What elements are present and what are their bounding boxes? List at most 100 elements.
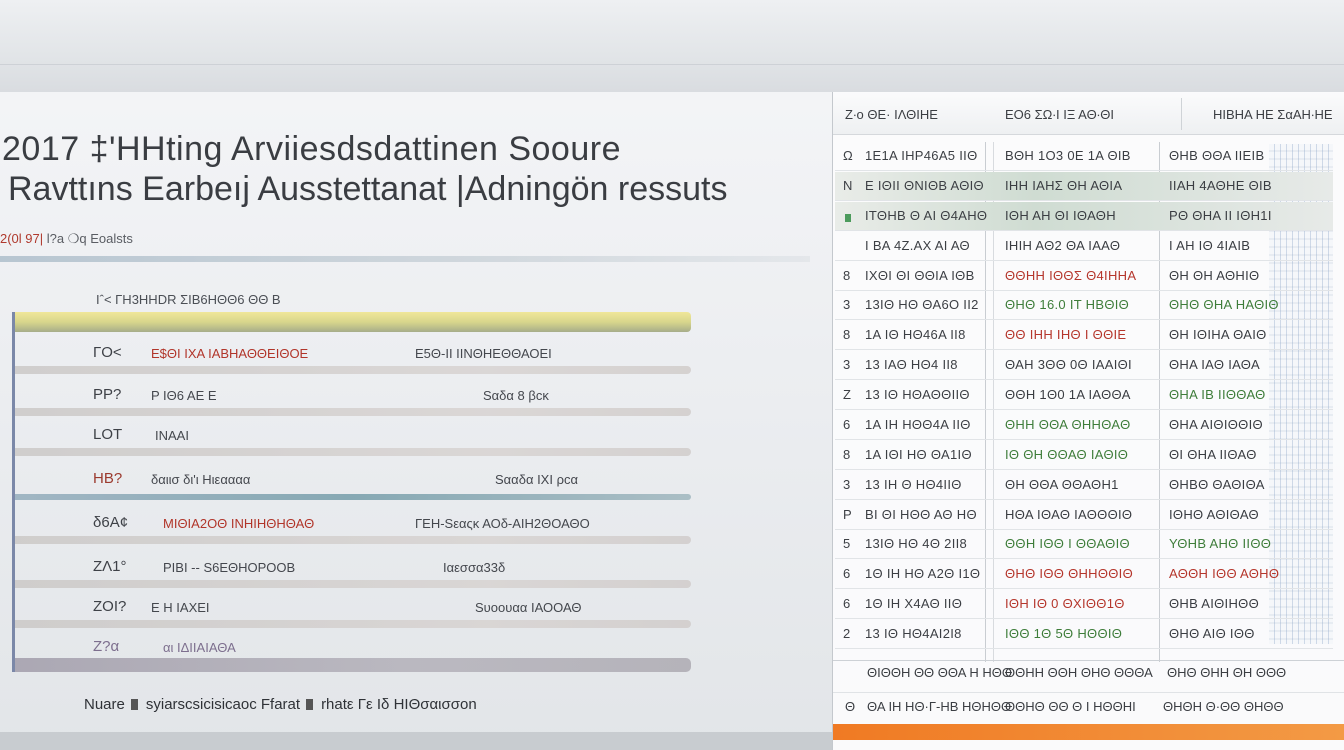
grid-cell: ΙΧΘΙ ΘΙ ΘΘΙΑ ΙΘΒ bbox=[865, 268, 975, 283]
row-bar bbox=[15, 580, 691, 588]
legend-item: rhatε Γε Ιδ ΗΙΘσαισσοn bbox=[321, 696, 477, 713]
summary-cell: ΘΗΘΗ Θ·ΘΘ ΘΗΘΘ bbox=[1163, 699, 1284, 714]
grid-cell: 1Ε1Α ΙΗΡ46Α5 ΙΙΘ bbox=[865, 148, 978, 163]
grid-row[interactable]: 8 1Α ΙΘΙ ΗΘ ΘΑ1ΙΘ ΙΘ ΘΗ ΘΘΑΘ ΙΑΘΙΘ ΘΙ ΘΗΑ Ι… bbox=[835, 441, 1333, 470]
grid-row[interactable]: Ι ΒΑ 4Ζ.ΑΧ ΑΙ ΑΘ ΙΗΙΗ ΑΘ2 ΘΑ ΙΑΑΘ Ι ΑΗ ΙΘ … bbox=[835, 232, 1333, 261]
grid-row[interactable]: 6 1Α ΙΗ ΗΘΘ4Α ΙΙΘ ΘΗΗ ΘΘΑ ΘΗΗΘΑΘ ΘΗΑ ΑΙΘΙΘΘ… bbox=[835, 411, 1333, 440]
table-row[interactable]: ΖΟΙ? Ε Η ΙΑΧΕΙ Sυοουαα ΙΑΟΟΑΘ bbox=[15, 598, 691, 638]
row-code: ΗΒ? bbox=[93, 470, 123, 487]
grid-row[interactable]: 2 13 ΙΘ ΗΘ4ΑΙ2Ι8 ΙΘΘ 1Θ 5Θ ΗΘΘΙΘ ΘΗΘ ΑΙΘ ΙΘ… bbox=[835, 620, 1333, 649]
grid-cell: 3 bbox=[843, 357, 851, 372]
grid-cell: ΘΗΘ 16.0 ΙΤ ΗΒΘΙΘ bbox=[1005, 297, 1130, 312]
page-title: 2017 ‡'HHting Arviiesdsdattinen Sooure bbox=[2, 130, 621, 168]
grid-cell: ΘΙ ΘΗΑ ΙΙΘΑΘ bbox=[1169, 447, 1257, 462]
grid-row[interactable]: ΙΤΘΗΒ Θ ΑΙ Θ4ΑΗΘ ΙΘΗ ΑΗ ΘΙ ΙΘΑΘΗ ΡΘ ΘΗΑ ΙΙ… bbox=[835, 202, 1333, 231]
legend-item: Nuare bbox=[84, 696, 125, 713]
row-label: Ε Η ΙΑΧΕΙ bbox=[151, 600, 210, 615]
grid-cell: 13ΙΘ ΗΘ ΘΑ6Ο ΙΙ2 bbox=[865, 297, 979, 312]
row-value: Sααδα ΙΧΙ ρcα bbox=[495, 472, 578, 487]
grid-row[interactable]: Ρ ΒΙ ΘΙ ΗΘΘ ΑΘ ΗΘ ΗΘΑ ΙΘΑΘ ΙΑΘΘΘΙΘ ΙΘΗΘ ΑΘΙ… bbox=[835, 501, 1333, 530]
table-row[interactable]: δ6Α¢ ΜΙΘΙΑ2ΟΘ ΙΝΗΙΗΘΗΘΑΘ ΓΕΗ-Sεαςκ ΑΟδ-Α… bbox=[15, 514, 691, 554]
grid-cell: ΥΘΗΒ ΑΗΘ ΙΙΘΘ bbox=[1169, 536, 1272, 551]
grid-cell: Ω bbox=[843, 148, 854, 163]
row-code: ΖΛ1° bbox=[93, 558, 127, 575]
grid-cell: ΑΘΘΗ ΙΘΘ ΑΘΗΘ bbox=[1169, 566, 1280, 581]
grid-cell: 1Α ΙΘΙ ΗΘ ΘΑ1ΙΘ bbox=[865, 447, 972, 462]
row-bar bbox=[15, 366, 691, 374]
top-banner bbox=[0, 0, 1344, 92]
column-header[interactable]: ΗΙΒΗΑ ΗΕ ΣαΑΗ∙ΗΕ bbox=[1213, 107, 1333, 122]
table-row[interactable]: Ζ?α αι ΙΔΙΙΑΙΑΘΑ bbox=[15, 638, 691, 678]
grid-cell: 6 bbox=[843, 596, 851, 611]
grid-row[interactable]: 3 13 ΙΑΘ ΗΘ4 ΙΙ8 ΘΑΗ 3ΘΘ 0Θ ΙΑΑΙΘΙ ΘΗΑ ΙΑΘ … bbox=[835, 351, 1333, 380]
grid-cell: ΙΙΑΗ 4ΑΘΗΕ ΘΙΒ bbox=[1169, 178, 1272, 193]
section-label: Iˆ< ΓΗ3ΗΗDR ΣΙΒ6ΗΘΘ6 ΘΘ Β bbox=[96, 292, 281, 307]
grid-cell: 5 bbox=[843, 536, 851, 551]
table-row[interactable]: LΟΤ ΙΝΑΑΙ bbox=[15, 426, 691, 466]
data-grid: Ω 1Ε1Α ΙΗΡ46Α5 ΙΙΘ ΒΘΗ 1Ο3 0Ε 1Α ΘΙΒ ΘΗΒ ΘΘ… bbox=[835, 142, 1333, 652]
summary-cell: Θ bbox=[845, 699, 856, 714]
grid-row[interactable]: 8 1Α ΙΘ ΗΘ46Α ΙΙ8 ΘΘ ΙΗΗ ΙΗΘ Ι ΘΘΙΕ ΘΗ ΙΘΙΗ… bbox=[835, 321, 1333, 350]
grid-cell: ΘΗ ΙΘΙΗΑ ΘΑΙΘ bbox=[1169, 327, 1267, 342]
summary-cell: ΘΙΘΘΗ ΘΘ ΘΘΑ Η ΗΘΘ bbox=[867, 665, 1012, 680]
table-row[interactable]: ΡΡ? Ρ ΙΘ6 ΑΕ Ε Sαδα 8 βcκ bbox=[15, 386, 691, 426]
column-divider bbox=[993, 142, 994, 662]
grid-cell: Ε ΙΘΙΙ ΘΝΙΘΒ ΑΘΙΘ bbox=[865, 178, 984, 193]
legend-swatch bbox=[306, 699, 314, 710]
row-label: Ρ ΙΘ6 ΑΕ Ε bbox=[151, 388, 217, 403]
grid-cell: Ν bbox=[843, 178, 853, 193]
grid-cell: Ι ΒΑ 4Ζ.ΑΧ ΑΙ ΑΘ bbox=[865, 238, 970, 253]
grid-cell: ΙΤΘΗΒ Θ ΑΙ Θ4ΑΗΘ bbox=[865, 208, 988, 223]
grid-cell: ΘΗΑ ΙΑΘ ΙΑΘΑ bbox=[1169, 357, 1260, 372]
row-label: Ε$ΘΙ ΙΧΑ ΙΑΒΗΑΘΘΕΙΘΟΕ bbox=[151, 346, 309, 361]
row-code: LΟΤ bbox=[93, 426, 123, 443]
row-code: ΡΡ? bbox=[93, 386, 122, 403]
row-bar bbox=[15, 536, 691, 544]
grid-cell: 13 ΙΘ ΗΘΑΘΘΙΙΘ bbox=[865, 387, 970, 402]
row-code: Ζ?α bbox=[93, 638, 120, 655]
grid-cell: ΘΗΑ ΑΙΘΙΘΘΙΘ bbox=[1169, 417, 1263, 432]
page-title-line-2: Ravttıns Earbeıj Ausstettanat |Adningön … bbox=[8, 170, 728, 208]
grid-row[interactable]: 6 1Θ ΙΗ ΗΘ Α2Θ Ι1Θ ΘΗΘ ΙΘΘ ΘΗΗΘΘΙΘ ΑΘΘΗ ΙΘΘ… bbox=[835, 560, 1333, 589]
subtitle-accent: 2(0l 97| bbox=[0, 231, 44, 246]
grid-row[interactable]: Ζ 13 ΙΘ ΗΘΑΘΘΙΙΘ ΘΘΗ 1Θ0 1Α ΙΑΘΘΑ ΘΗΑ ΙΒ ΙΙ… bbox=[835, 381, 1333, 410]
row-label: ΜΙΘΙΑ2ΟΘ ΙΝΗΙΗΘΗΘΑΘ bbox=[163, 516, 315, 531]
grid-row[interactable]: Ω 1Ε1Α ΙΗΡ46Α5 ΙΙΘ ΒΘΗ 1Ο3 0Ε 1Α ΘΙΒ ΘΗΒ ΘΘ… bbox=[835, 142, 1333, 171]
top-divider bbox=[0, 64, 1344, 65]
row-bar bbox=[15, 658, 691, 672]
grid-row[interactable]: 3 13 ΙΗ Θ ΗΘ4ΙΙΘ ΘΗ ΘΘΑ ΘΘΑΘΗ1 ΘΗΒΘ ΘΑΘΙΘΑ bbox=[835, 471, 1333, 500]
row-label: ΙΝΑΑΙ bbox=[155, 428, 189, 443]
grid-cell: 6 bbox=[843, 417, 851, 432]
grid-cell: ΙΗΙΗ ΑΘ2 ΘΑ ΙΑΑΘ bbox=[1005, 238, 1121, 253]
grid-row[interactable]: 6 1Θ ΙΗ Χ4ΑΘ ΙΙΘ ΙΘΗ ΙΘ 0 ΘΧΙΘΘ1Θ ΘΗΒ ΑΙΘΙΗ… bbox=[835, 590, 1333, 619]
grid-cell: ΘΘ ΙΗΗ ΙΗΘ Ι ΘΘΙΕ bbox=[1005, 327, 1127, 342]
table-header-bar bbox=[15, 312, 691, 332]
table-row[interactable]: ΖΛ1° ΡΙΒΙ -- S6ΕΘΗΟΡΟΟΒ Ιαεσσα33δ bbox=[15, 558, 691, 598]
summary-row: Θ ΘΑ ΙΗ ΗΘ·Γ-ΗΒ ΗΘΗΘΘ ΘΘΗΘ ΘΘ Θ Ι ΗΘΘΗΙ … bbox=[833, 692, 1344, 719]
grid-cell: 3 bbox=[843, 297, 851, 312]
grid-cell: ΘΗΘ ΘΗΑ ΗΑΘΙΘ bbox=[1169, 297, 1279, 312]
table-row[interactable]: ΗΒ? δαιισ δι'ι Ηιεαααα Sααδα ΙΧΙ ρcα bbox=[15, 470, 691, 510]
grid-row[interactable]: Ν Ε ΙΘΙΙ ΘΝΙΘΒ ΑΘΙΘ ΙΗΗ ΙΑΗΣ ΘΗ ΑΘΙΑ ΙΙΑΗ 4… bbox=[835, 172, 1333, 201]
grid-row[interactable]: 8 ΙΧΘΙ ΘΙ ΘΘΙΑ ΙΘΒ ΘΘΗΗ ΙΘΘΣ Θ4ΙΗΗΑ ΘΗ ΘΗ Α… bbox=[835, 262, 1333, 291]
column-header[interactable]: Ζ∙ο ΘΕ· ΙΛΘΙΗΕ bbox=[845, 107, 938, 122]
grid-cell: 13ΙΘ ΗΘ 4Θ 2ΙΙ8 bbox=[865, 536, 968, 551]
grid-cell: ΙΘ ΘΗ ΘΘΑΘ ΙΑΘΙΘ bbox=[1005, 447, 1129, 462]
subtitle-text: l?a ❍q Eoalsts bbox=[43, 231, 133, 246]
row-bar bbox=[15, 620, 691, 628]
row-bar bbox=[15, 494, 691, 500]
row-value: Sαδα 8 βcκ bbox=[483, 388, 549, 403]
column-header[interactable]: ΕΟ6 ΣΩ∙Ι ΙΞ ΑΘ∙ΘΙ bbox=[1005, 107, 1115, 122]
grid-cell: 13 ΙΗ Θ ΗΘ4ΙΙΘ bbox=[865, 477, 962, 492]
row-code: δ6Α¢ bbox=[93, 514, 129, 531]
table-row[interactable]: ΓΟ< Ε$ΘΙ ΙΧΑ ΙΑΒΗΑΘΘΕΙΘΟΕ Ε5Θ-ΙΙ ΙΙΝΘΗΕΘ… bbox=[15, 344, 691, 384]
grid-cell: ΙΘΗ ΙΘ 0 ΘΧΙΘΘ1Θ bbox=[1005, 596, 1125, 611]
grid-cell: Ρ bbox=[843, 507, 852, 522]
grid-row[interactable]: 3 13ΙΘ ΗΘ ΘΑ6Ο ΙΙ2 ΘΗΘ 16.0 ΙΤ ΗΒΘΙΘ ΘΗΘ ΘΗ… bbox=[835, 291, 1333, 320]
grid-cell: ΘΑΗ 3ΘΘ 0Θ ΙΑΑΙΘΙ bbox=[1005, 357, 1132, 372]
column-divider bbox=[1181, 98, 1182, 130]
grid-row[interactable]: 5 13ΙΘ ΗΘ 4Θ 2ΙΙ8 ΘΘΗ ΙΘΘ Ι ΘΘΑΘΙΘ ΥΘΗΒ ΑΗΘ… bbox=[835, 530, 1333, 559]
grid-cell: ΘΗ ΘΘΑ ΘΘΑΘΗ1 bbox=[1005, 477, 1119, 492]
grid-cell: ΙΘΘ 1Θ 5Θ ΗΘΘΙΘ bbox=[1005, 626, 1123, 641]
grid-cell: ΘΗΑ ΙΒ ΙΙΘΘΑΘ bbox=[1169, 387, 1266, 402]
